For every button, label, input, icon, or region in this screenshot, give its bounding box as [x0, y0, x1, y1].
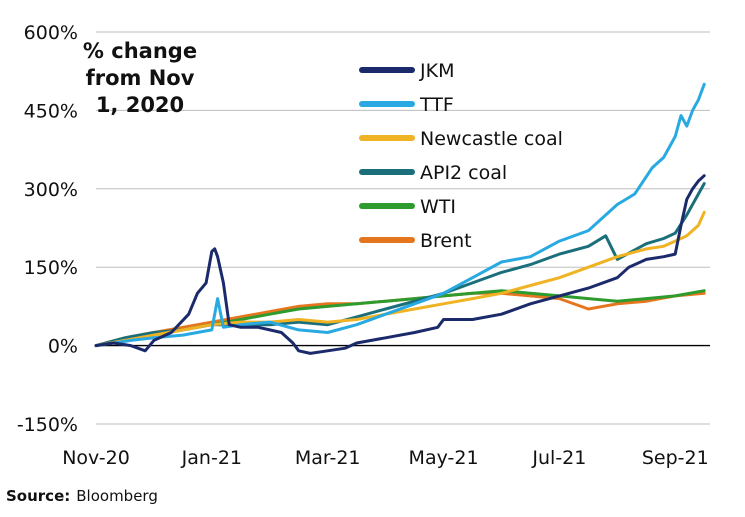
x-tick-label: Jul-21: [531, 447, 586, 469]
x-tick-label: Jan-21: [181, 447, 242, 469]
y-tick-label: 150%: [24, 257, 78, 279]
legend-label-ttf: TTF: [419, 94, 454, 116]
x-tick-label: Mar-21: [295, 447, 361, 469]
gridlines: [96, 31, 710, 425]
y-tick-label: 600%: [24, 22, 78, 44]
legend: JKM TTF Newcastle coal API2 coal WTI Brent: [359, 60, 563, 252]
axes: -150% 0% 150% 300% 450% 600% Nov-20 Jan-21 Mar-2…: [17, 22, 709, 469]
x-tick-label: Sep-21: [642, 447, 709, 469]
series-line-wti: [94, 289, 706, 348]
y-tick-label: 300%: [24, 179, 78, 201]
y-tick-label: 0%: [48, 336, 78, 358]
series-line-jkm: [94, 174, 706, 355]
x-tick-label: Nov-20: [62, 447, 130, 469]
y-tick-label: 450%: [24, 100, 78, 122]
x-tick-label: May-21: [409, 447, 479, 469]
source-note: Source: Bloomberg: [6, 487, 158, 505]
series-lines: [94, 82, 706, 355]
legend-label-newcastle-coal: Newcastle coal: [420, 128, 563, 150]
chart-title-line: % change: [83, 39, 197, 63]
series-line-ttf: [94, 82, 706, 348]
chart-title: % change from Nov 1, 2020: [83, 39, 197, 117]
legend-label-api2-coal: API2 coal: [420, 162, 507, 184]
legend-label-brent: Brent: [420, 230, 472, 252]
y-tick-label: -150%: [17, 414, 78, 436]
legend-label-jkm: JKM: [419, 60, 454, 82]
source-value: Bloomberg: [76, 487, 158, 505]
source-label: Source:: [6, 487, 71, 505]
chart-title-line: from Nov: [86, 66, 195, 90]
chart-title-line: 1, 2020: [96, 93, 184, 117]
legend-label-wti: WTI: [420, 196, 456, 218]
